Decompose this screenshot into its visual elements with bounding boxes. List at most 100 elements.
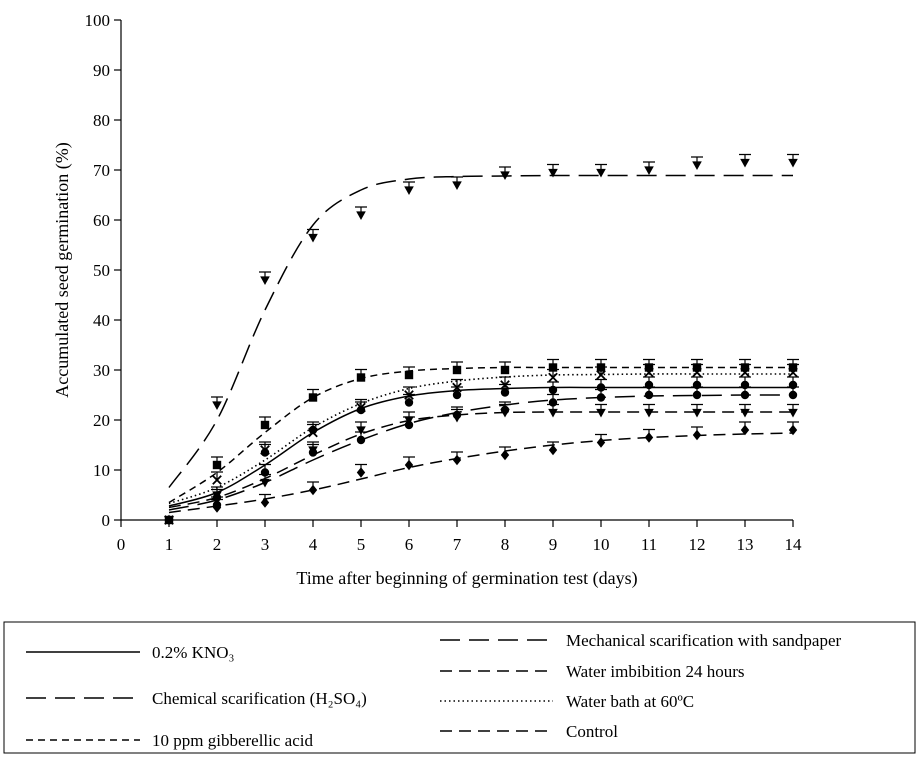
data-point — [308, 427, 318, 438]
x-tick-label: 2 — [213, 535, 222, 554]
x-tick-label: 12 — [689, 535, 706, 554]
series-line — [168, 432, 794, 514]
data-point — [260, 497, 270, 508]
error-bar — [355, 398, 367, 408]
data-point — [260, 276, 270, 285]
x-tick-label: 10 — [593, 535, 610, 554]
error-bar — [307, 423, 319, 433]
data-point — [596, 408, 606, 418]
data-point — [644, 166, 654, 175]
data-point — [596, 168, 606, 178]
error-bar — [547, 368, 559, 378]
legend-label: Chemical scarification (H₂SO₄) — [152, 689, 367, 708]
error-bar — [787, 363, 799, 373]
data-point — [692, 429, 702, 441]
data-point — [596, 437, 606, 448]
data-point — [548, 444, 558, 456]
data-point — [548, 372, 558, 383]
y-tick-label: 80 — [93, 111, 110, 130]
y-tick-label: 60 — [93, 211, 110, 230]
data-point — [500, 408, 510, 418]
x-tick-label: 7 — [453, 535, 462, 554]
data-point — [260, 478, 270, 488]
y-tick-label: 100 — [85, 11, 111, 30]
x-axis-title: Time after beginning of germination test… — [296, 568, 637, 589]
data-point — [356, 435, 366, 445]
x-tick-label: 3 — [261, 535, 270, 554]
data-point — [692, 161, 702, 170]
error-bar — [739, 363, 751, 373]
x-tick-label: 8 — [501, 535, 510, 554]
data-point — [308, 484, 318, 496]
y-tick-label: 30 — [93, 361, 110, 380]
legend-item-2: 10 ppm gibberellic acid — [26, 731, 313, 750]
legend-label: 0.2% KNO₃ — [152, 643, 234, 662]
data-point — [212, 475, 222, 485]
legend-item-5: Water bath at 60ºC — [440, 692, 694, 711]
data-point — [452, 390, 462, 400]
data-point — [788, 367, 798, 378]
series-3 — [164, 386, 799, 525]
data-point — [212, 491, 222, 500]
data-point — [788, 390, 798, 400]
legend-item-6: Control — [440, 722, 618, 741]
data-point — [308, 393, 318, 402]
y-tick-label: 0 — [102, 511, 111, 530]
data-point — [356, 467, 366, 478]
series-line — [168, 394, 794, 511]
data-point — [596, 370, 606, 380]
data-point — [644, 367, 654, 378]
data-point — [644, 390, 654, 400]
legend-item-0: 0.2% KNO₃ — [26, 643, 234, 662]
error-bar — [643, 363, 655, 373]
x-tick-label: 9 — [549, 535, 558, 554]
data-point — [212, 502, 222, 513]
legend-item-3: Mechanical scarification with sandpaper — [440, 631, 842, 650]
data-point — [452, 413, 462, 423]
data-point — [788, 408, 798, 418]
legend-label: 10 ppm gibberellic acid — [152, 731, 313, 750]
data-point — [404, 370, 414, 380]
data-point — [404, 416, 414, 425]
data-point — [404, 398, 414, 407]
data-point — [596, 393, 606, 402]
series-line — [168, 366, 793, 504]
series-6 — [164, 421, 799, 526]
data-point — [452, 382, 462, 393]
data-point — [740, 158, 750, 168]
data-point — [692, 367, 702, 378]
data-point — [308, 446, 318, 455]
data-point — [692, 390, 702, 400]
data-point — [740, 367, 750, 378]
data-point — [212, 401, 222, 410]
data-point — [404, 459, 414, 471]
error-bar — [499, 376, 511, 385]
x-tick-label: 4 — [309, 535, 318, 554]
data-point — [500, 171, 510, 180]
y-tick-label: 20 — [93, 411, 110, 430]
data-point — [548, 168, 558, 178]
legend-item-1: Chemical scarification (H₂SO₄) — [26, 689, 367, 708]
legend-label: Water imbibition 24 hours — [566, 662, 745, 681]
data-point — [548, 385, 558, 395]
data-point — [500, 365, 510, 375]
error-bar — [691, 363, 703, 373]
y-tick-label: 90 — [93, 61, 110, 80]
data-point — [644, 432, 654, 443]
data-point — [692, 408, 702, 418]
data-point — [404, 186, 414, 195]
data-point — [644, 408, 654, 418]
data-point — [212, 460, 222, 470]
legend-label: Water bath at 60ºC — [566, 692, 694, 711]
data-point — [260, 420, 270, 430]
y-tick-label: 50 — [93, 261, 110, 280]
data-point — [404, 390, 414, 400]
data-point — [356, 402, 366, 413]
data-point — [452, 181, 462, 190]
series-line — [168, 174, 793, 488]
data-point — [356, 405, 366, 415]
y-tick-label: 70 — [93, 161, 110, 180]
data-point — [740, 424, 750, 436]
y-tick-label: 10 — [93, 461, 110, 480]
